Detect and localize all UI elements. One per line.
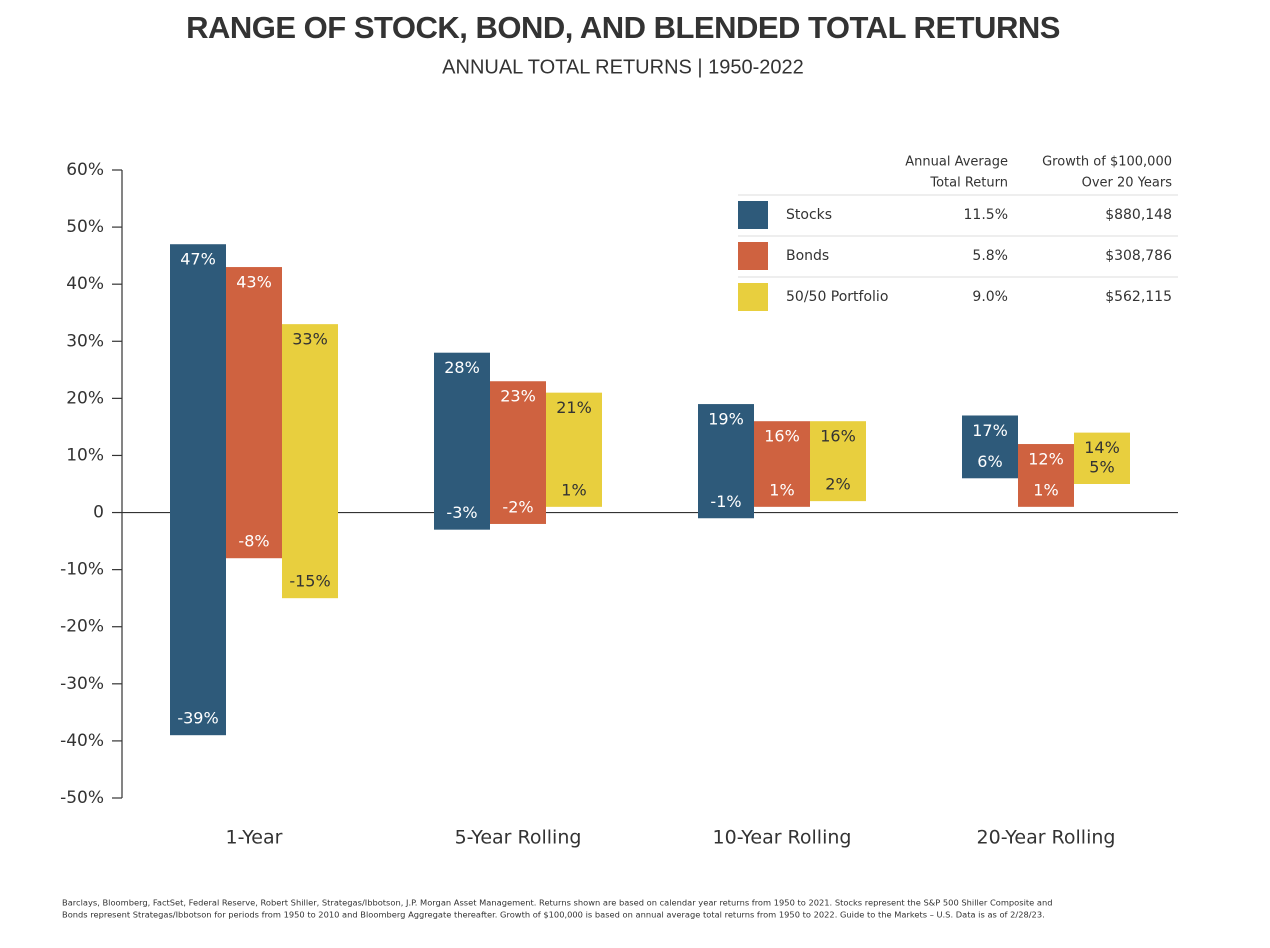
data-label: -15% — [289, 572, 330, 591]
y-tick-label: 20% — [66, 388, 104, 408]
y-tick-label: 10% — [66, 445, 104, 465]
bar — [698, 404, 754, 519]
data-label: 33% — [292, 330, 328, 349]
data-label: 28% — [444, 358, 480, 377]
bar — [810, 421, 866, 502]
bar — [754, 421, 810, 507]
y-tick-label: -40% — [60, 731, 104, 751]
x-tick-label: 1-Year — [226, 827, 283, 849]
chart-title: RANGE OF STOCK, BOND, AND BLENDED TOTAL … — [186, 10, 1060, 45]
table-cell: $308,786 — [1105, 248, 1172, 264]
data-label: 19% — [708, 410, 744, 429]
data-label: 1% — [561, 480, 586, 499]
bar — [546, 392, 602, 507]
bar — [490, 381, 546, 524]
data-label: 16% — [820, 427, 856, 446]
bar — [170, 244, 226, 736]
table-cell: 11.5% — [964, 207, 1008, 223]
table-cell: $562,115 — [1105, 289, 1172, 305]
data-label: 21% — [556, 398, 592, 417]
table-cell: $880,148 — [1105, 207, 1172, 223]
y-tick-label: 0 — [93, 503, 104, 523]
footnote: Barclays, Bloomberg, FactSet, Federal Re… — [62, 898, 1053, 908]
data-label: -1% — [710, 492, 741, 511]
data-label: 16% — [764, 427, 800, 446]
data-label: 1% — [1033, 480, 1058, 499]
legend-swatch — [738, 201, 768, 229]
data-label: 2% — [825, 475, 850, 494]
table-header: Total Return — [929, 176, 1008, 191]
table-cell: 9.0% — [972, 289, 1008, 305]
x-tick-label: 5-Year Rolling — [455, 827, 582, 849]
y-tick-label: -10% — [60, 560, 104, 580]
data-label: 12% — [1028, 450, 1064, 469]
legend-label: 50/50 Portfolio — [786, 289, 888, 305]
bar — [434, 352, 490, 530]
y-tick-label: 40% — [66, 274, 104, 294]
bar — [962, 415, 1018, 479]
y-tick-label: -50% — [60, 788, 104, 808]
bar — [1074, 432, 1130, 484]
bar — [1018, 444, 1074, 507]
data-label: 23% — [500, 387, 536, 406]
y-tick-label: 50% — [66, 217, 104, 237]
data-label: -2% — [502, 497, 533, 516]
table-cell: 5.8% — [972, 248, 1008, 264]
chart-subtitle: ANNUAL TOTAL RETURNS | 1950-2022 — [442, 56, 804, 78]
y-tick-label: -20% — [60, 617, 104, 637]
data-label: 5% — [1089, 458, 1114, 477]
data-label: -3% — [446, 503, 477, 522]
data-label: 6% — [977, 452, 1002, 471]
data-label: 14% — [1084, 438, 1120, 457]
bar — [226, 267, 282, 559]
legend-label: Stocks — [786, 207, 832, 223]
y-tick-label: 30% — [66, 331, 104, 351]
y-tick-label: 60% — [66, 160, 104, 180]
table-header: Growth of $100,000 — [1042, 155, 1172, 170]
data-label: 17% — [972, 421, 1008, 440]
data-label: 47% — [180, 250, 216, 269]
table-header: Annual Average — [905, 155, 1008, 170]
legend-swatch — [738, 242, 768, 270]
legend-swatch — [738, 283, 768, 311]
y-tick-label: -30% — [60, 674, 104, 694]
table-header: Over 20 Years — [1082, 176, 1173, 191]
x-tick-label: 20-Year Rolling — [977, 827, 1116, 849]
data-label: 43% — [236, 273, 272, 292]
data-label: -8% — [238, 532, 269, 551]
legend-label: Bonds — [786, 248, 829, 264]
footnote: Bonds represent Strategas/Ibbotson for p… — [62, 910, 1045, 920]
x-tick-label: 10-Year Rolling — [713, 827, 852, 849]
data-label: 1% — [769, 480, 794, 499]
bar — [282, 324, 338, 599]
data-label: -39% — [177, 709, 218, 728]
